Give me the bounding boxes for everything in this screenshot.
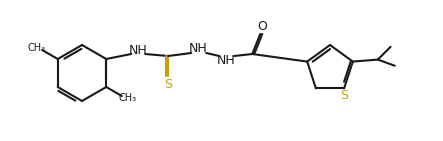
- Text: CH₃: CH₃: [27, 43, 45, 53]
- Text: O: O: [257, 19, 267, 32]
- Text: NH: NH: [189, 42, 208, 56]
- Text: NH: NH: [129, 44, 148, 57]
- Text: S: S: [164, 78, 172, 91]
- Text: CH₃: CH₃: [119, 93, 137, 103]
- Text: NH: NH: [217, 53, 236, 67]
- Text: S: S: [340, 89, 348, 102]
